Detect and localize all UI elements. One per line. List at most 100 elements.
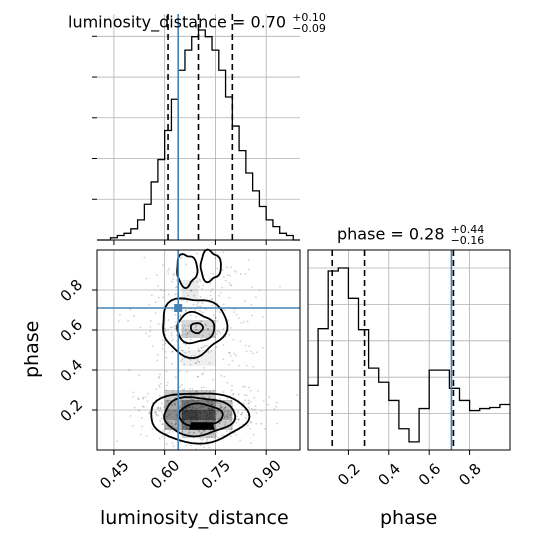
density-scatter-point	[250, 303, 253, 306]
density-scatter-point	[149, 325, 152, 328]
density-scatter-point	[250, 286, 253, 289]
density-scatter-point	[185, 328, 187, 331]
density-scatter-point	[138, 374, 141, 377]
density-scatter-point	[149, 320, 152, 322]
density-scatter-point	[228, 333, 231, 336]
density-scatter-point	[162, 264, 164, 266]
x-axis-label-phase: phase	[380, 507, 438, 529]
density-scatter-point	[210, 298, 213, 301]
density-scatter-point	[240, 413, 242, 416]
density-scatter-point	[208, 395, 211, 398]
density-scatter-point	[208, 333, 211, 336]
density-ytick-label-0: 0.2	[57, 396, 87, 426]
density-scatter-point	[233, 311, 235, 313]
density-scatter-point	[140, 417, 143, 419]
density-contour-top-right	[199, 248, 222, 284]
phase-hist-xtick-label-2: 0.6	[415, 460, 445, 490]
density-scatter-point	[180, 431, 183, 433]
density-scatter-point	[180, 360, 182, 363]
density-scatter-point	[174, 327, 177, 330]
density-scatter-point	[183, 388, 186, 390]
density-scatter-point	[230, 389, 233, 392]
density-scatter-point	[174, 376, 177, 379]
luminosity-distance-title-median: 0.70	[250, 12, 287, 32]
density-scatter-point	[242, 320, 245, 323]
density-scatter-point	[224, 423, 226, 426]
density-scatter-point	[216, 402, 219, 405]
density-scatter-point	[189, 314, 192, 317]
density-scatter-point	[188, 431, 191, 433]
density-scatter-point	[235, 270, 238, 273]
density-scatter-point	[235, 418, 238, 421]
phase-hist-frame	[307, 249, 511, 451]
phase-hist-xtick-label-3: 0.8	[455, 460, 485, 490]
density-scatter-point	[233, 352, 236, 355]
density-scatter-point	[228, 296, 231, 299]
density-scatter-point	[255, 422, 258, 425]
density-scatter-point	[164, 415, 167, 418]
density-scatter-point	[215, 333, 218, 336]
density-scatter-point	[224, 279, 227, 282]
density-scatter-point	[172, 430, 174, 433]
density-scatter-point	[240, 322, 243, 324]
density-scatter-point	[179, 314, 182, 317]
density-scatter-point	[210, 349, 213, 352]
density-block-17	[181, 320, 199, 330]
density-scatter-point	[243, 300, 246, 303]
density-scatter-point	[221, 434, 224, 437]
density-scatter-point	[137, 397, 140, 400]
density-scatter-point	[264, 427, 266, 430]
density-scatter-point	[174, 324, 177, 327]
density-scatter-point	[189, 398, 192, 401]
density-scatter-point	[169, 326, 172, 329]
luminosity-distance-title-minus: −0.09	[292, 22, 326, 35]
density-scatter-point	[189, 338, 192, 341]
density-scatter-point	[208, 436, 211, 439]
density-scatter-point	[196, 357, 199, 360]
density-scatter-point	[157, 296, 160, 299]
density-scatter-point	[165, 428, 167, 430]
density-scatter-point	[180, 256, 183, 259]
density-scatter-point	[143, 405, 145, 408]
density-scatter-point	[232, 393, 234, 396]
density-scatter-point	[228, 363, 230, 366]
density-scatter-point	[171, 362, 174, 365]
density-scatter-point	[238, 364, 240, 367]
density-scatter-point	[204, 323, 207, 325]
density-scatter-point	[256, 390, 259, 392]
density-scatter-point	[197, 375, 199, 378]
density-scatter-point	[252, 433, 255, 436]
density-scatter-point	[166, 443, 168, 445]
density-scatter-point	[162, 289, 165, 292]
density-block-20	[198, 330, 216, 338]
density-scatter-point	[197, 347, 200, 350]
density-scatter-point	[161, 339, 164, 341]
density-scatter-point	[219, 292, 222, 294]
density-scatter-point	[155, 413, 158, 416]
density-scatter-point	[267, 403, 269, 406]
density-scatter-point	[174, 426, 176, 429]
density-scatter-point	[161, 423, 164, 426]
density-scatter-point	[158, 409, 161, 412]
density-scatter-point	[173, 402, 176, 405]
phase-hist-xtick-label-1: 0.4	[374, 460, 404, 490]
density-scatter-point	[223, 415, 226, 418]
density-scatter-point	[129, 415, 132, 417]
density-scatter-point	[224, 406, 227, 409]
density-scatter-point	[229, 274, 232, 277]
density-scatter-point	[250, 442, 252, 445]
density-scatter-point	[251, 314, 253, 317]
density-scatter-point	[219, 402, 222, 404]
density-scatter-point	[189, 358, 192, 361]
density-scatter-point	[170, 403, 173, 406]
density-scatter-point	[275, 405, 278, 408]
y-axis-label-phase: phase	[21, 320, 43, 378]
density-scatter-point	[132, 424, 134, 427]
density-scatter-point	[217, 417, 220, 420]
density-scatter-point	[155, 388, 158, 391]
density-scatter-point	[218, 422, 221, 425]
density-scatter-point	[181, 358, 184, 361]
density-scatter-point	[202, 311, 204, 314]
density-scatter-point	[196, 375, 199, 378]
